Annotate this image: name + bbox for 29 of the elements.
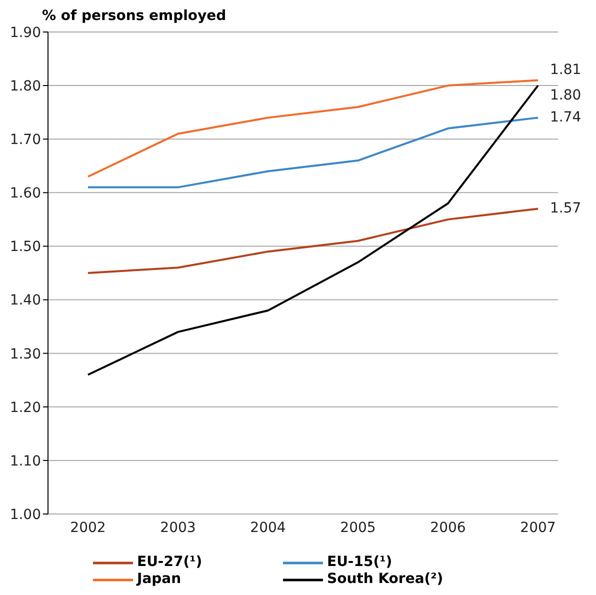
x-tick-label: 2005 <box>340 520 376 536</box>
y-tick-label: 1.80 <box>10 78 41 95</box>
y-tick-label: 1.60 <box>10 186 41 202</box>
line-series <box>87 84 539 376</box>
data-label: 1.57 <box>550 200 582 217</box>
y-tick-label: 1.50 <box>10 239 41 256</box>
legend-label: Japan <box>137 571 182 588</box>
line-series <box>87 116 539 188</box>
y-tick-label: 1.70 <box>10 132 41 148</box>
y-axis-title: % of persons employed <box>42 8 226 24</box>
y-tick-label: 1.40 <box>10 292 41 309</box>
x-tick-label: 2006 <box>430 520 466 536</box>
x-tick-label: 2007 <box>520 520 556 536</box>
data-label: 1.80 <box>550 88 582 104</box>
legend-label: South Korea(²) <box>327 571 444 588</box>
y-tick-label: 1.00 <box>10 506 41 523</box>
x-tick-label: 2003 <box>160 520 196 536</box>
data-label: 1.74 <box>550 110 582 126</box>
legend-label: EU-27(¹) <box>137 554 202 571</box>
legend-label: EU-15(¹) <box>327 554 392 571</box>
x-tick-label: 2002 <box>70 520 106 536</box>
y-tick-label: 1.20 <box>10 400 41 416</box>
y-tick-label: 1.30 <box>10 346 41 362</box>
line-series <box>87 208 539 274</box>
y-tick-label: 1.90 <box>10 24 41 41</box>
x-tick-label: 2004 <box>250 520 286 536</box>
data-label: 1.81 <box>550 62 582 78</box>
line-series <box>87 79 539 178</box>
y-tick-label: 1.10 <box>10 453 41 470</box>
